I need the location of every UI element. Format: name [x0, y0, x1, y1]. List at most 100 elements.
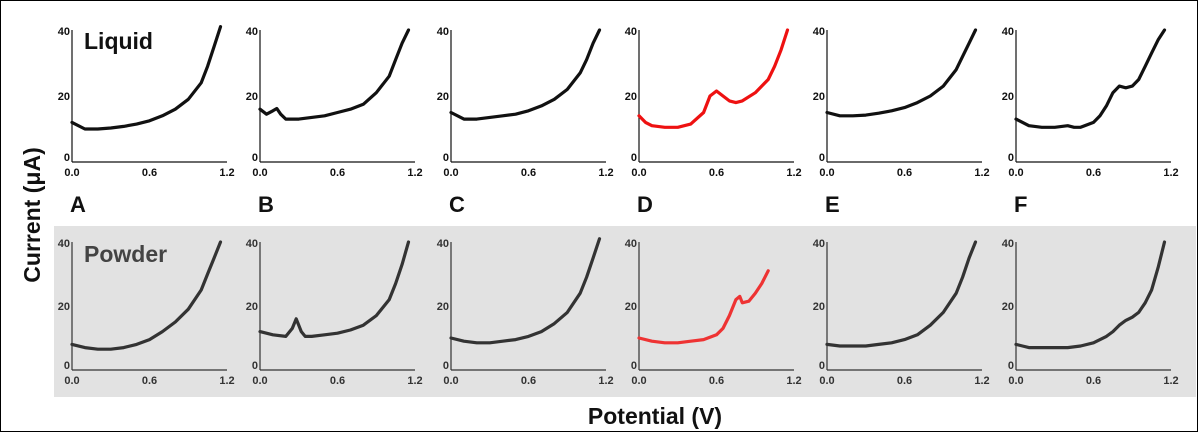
x-tick-label: 0.6	[330, 167, 345, 179]
panel-liquid-d: 0 20 40 0.0 0.6 1.2	[625, 26, 802, 179]
y-tick-label: 0	[252, 152, 258, 164]
y-tick-label: 0	[631, 152, 637, 164]
y-tick-label: 20	[625, 91, 637, 103]
x-tick-label: 0.0	[443, 167, 458, 179]
panel-powder-a: 0 20 40 0.0 0.6 1.2	[58, 238, 235, 387]
x-tick-label: 0.6	[330, 375, 345, 387]
y-tick-label: 40	[1002, 26, 1014, 38]
series-line-liquid-b	[258, 28, 411, 121]
y-tick-label: 20	[625, 301, 637, 313]
panel-liquid-e: 0 20 40 0.0 0.6 1.2	[813, 26, 990, 179]
x-tick-label: 1.2	[407, 167, 422, 179]
x-tick-label: 1.2	[1163, 375, 1178, 387]
y-tick-label: 20	[437, 91, 449, 103]
y-axis-label: Current (μA)	[19, 147, 45, 282]
panel-powder-f: 0 20 40 0.0 0.6 1.2	[1002, 238, 1179, 387]
x-tick-label: 1.2	[598, 167, 613, 179]
y-tick-label: 0	[1008, 360, 1014, 372]
series-line-powder-b	[258, 240, 411, 338]
y-tick-label: 0	[252, 360, 258, 372]
y-tick-label: 40	[813, 238, 825, 250]
y-tick-label: 40	[625, 238, 637, 250]
x-tick-label: 1.2	[219, 375, 234, 387]
y-tick-label: 0	[819, 360, 825, 372]
panel-letter-f: F	[1014, 192, 1027, 217]
x-axis-label: Potential (V)	[588, 403, 722, 429]
x-tick-label: 0.0	[1008, 375, 1023, 387]
panel-liquid-f: 0 20 40 0.0 0.6 1.2	[1002, 26, 1179, 179]
x-tick-label: 0.6	[1086, 375, 1101, 387]
y-tick-label: 40	[437, 238, 449, 250]
x-tick-label: 0.0	[252, 375, 267, 387]
x-tick-label: 0.0	[631, 375, 646, 387]
y-tick-label: 0	[443, 152, 449, 164]
y-tick-label: 40	[246, 238, 258, 250]
panel-liquid-a: 0 20 40 0.0 0.6 1.2	[58, 25, 235, 179]
panel-letter-a: A	[70, 192, 86, 217]
y-tick-label: 0	[631, 360, 637, 372]
y-tick-label: 40	[58, 238, 70, 250]
x-tick-label: 0.6	[897, 167, 912, 179]
y-tick-label: 40	[625, 26, 637, 38]
series-line-liquid-a	[70, 25, 223, 131]
series-line-liquid-e	[825, 28, 978, 118]
y-tick-label: 20	[1002, 301, 1014, 313]
x-tick-label: 1.2	[407, 375, 422, 387]
panel-powder-b: 0 20 40 0.0 0.6 1.2	[246, 238, 423, 387]
y-tick-label: 0	[1008, 152, 1014, 164]
y-tick-label: 0	[64, 360, 70, 372]
y-tick-label: 40	[437, 26, 449, 38]
y-tick-label: 0	[819, 152, 825, 164]
y-tick-label: 0	[443, 360, 449, 372]
x-tick-label: 0.6	[709, 167, 724, 179]
x-tick-label: 0.0	[1008, 167, 1023, 179]
x-tick-label: 0.6	[142, 375, 157, 387]
series-line-powder-c	[449, 237, 602, 345]
x-tick-label: 0.0	[819, 167, 834, 179]
series-line-powder-d	[637, 269, 770, 345]
y-tick-label: 20	[58, 301, 70, 313]
series-line-liquid-d	[637, 28, 790, 129]
series-line-powder-a	[70, 240, 223, 351]
powder-row-background	[54, 226, 1196, 397]
y-tick-label: 20	[437, 301, 449, 313]
series-line-powder-e	[825, 240, 978, 348]
panel-letter-c: C	[449, 192, 465, 217]
x-tick-label: 0.0	[64, 167, 79, 179]
panel-powder-c: 0 20 40 0.0 0.6 1.2	[437, 237, 614, 387]
x-tick-label: 1.2	[974, 167, 989, 179]
x-tick-label: 0.0	[631, 167, 646, 179]
x-tick-label: 1.2	[786, 167, 801, 179]
y-tick-label: 40	[246, 26, 258, 38]
y-tick-label: 0	[64, 152, 70, 164]
x-tick-label: 0.6	[897, 375, 912, 387]
y-tick-label: 40	[1002, 238, 1014, 250]
series-line-liquid-f	[1014, 28, 1167, 129]
x-tick-label: 1.2	[598, 375, 613, 387]
x-tick-label: 1.2	[219, 167, 234, 179]
x-tick-label: 0.6	[1086, 167, 1101, 179]
x-tick-label: 0.6	[142, 167, 157, 179]
series-line-liquid-c	[449, 28, 602, 121]
row-label-powder: Powder	[84, 241, 167, 267]
x-tick-label: 1.2	[974, 375, 989, 387]
x-tick-label: 1.2	[786, 375, 801, 387]
panel-powder-d: 0 20 40 0.0 0.6 1.2	[625, 238, 802, 387]
series-line-powder-f	[1014, 240, 1167, 350]
panel-letter-b: B	[258, 192, 274, 217]
x-tick-label: 0.6	[521, 167, 536, 179]
x-tick-label: 0.0	[443, 375, 458, 387]
panel-liquid-b: 0 20 40 0.0 0.6 1.2	[246, 26, 423, 179]
panel-powder-e: 0 20 40 0.0 0.6 1.2	[813, 238, 990, 387]
panel-letter-e: E	[825, 192, 840, 217]
x-tick-label: 0.0	[64, 375, 79, 387]
x-tick-label: 0.6	[709, 375, 724, 387]
panel-letter-d: D	[637, 192, 653, 217]
y-tick-label: 20	[1002, 91, 1014, 103]
row-label-liquid: Liquid	[84, 28, 153, 54]
y-tick-label: 20	[246, 91, 258, 103]
panel-liquid-c: 0 20 40 0.0 0.6 1.2	[437, 26, 614, 179]
y-tick-label: 40	[58, 26, 70, 38]
x-tick-label: 0.0	[819, 375, 834, 387]
